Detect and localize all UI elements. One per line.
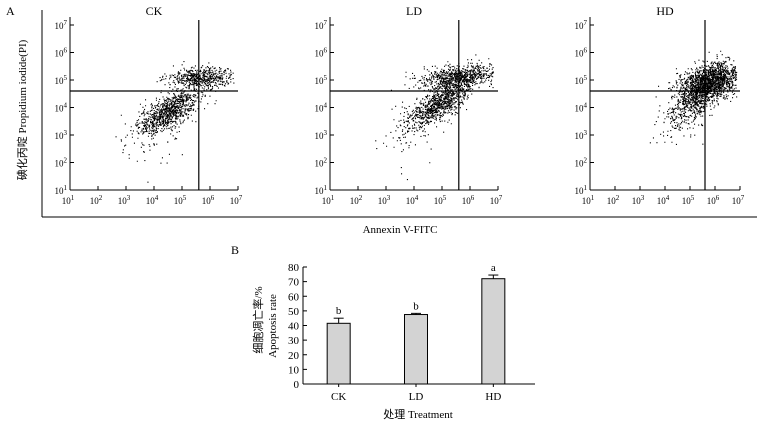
flow-plot-title: CK [146,4,163,18]
panel-a-x-axis-label: Annexin V-FITC [363,224,438,236]
flow-x-tick-label: 105 [174,194,187,206]
bar-category-label: LD [409,391,424,403]
bar-hd [481,278,506,385]
flow-y-tick-label: 106 [315,47,328,59]
panel-a: A 碘化丙啶 Propidium iodide(PI) Annexin V-FI… [6,4,757,236]
flow-y-tick-label: 107 [315,19,328,31]
flow-y-tick-label: 103 [315,129,328,141]
flow-plot-title: HD [656,4,674,18]
flow-x-tick-label: 104 [146,194,159,206]
flow-y-tick-label: 105 [575,74,588,86]
flow-events [649,50,738,146]
flow-x-tick-label: 104 [406,194,419,206]
flow-y-tick-label: 104 [315,102,328,114]
flow-x-tick-label: 107 [732,194,745,206]
panel-a-y-axis-label: 碘化丙啶 Propidium iodide(PI) [15,39,29,180]
bar-y-tick-label: 40 [288,321,300,333]
panel-b-y-label-cn: 细胞凋亡率/% [251,286,265,353]
flow-y-tick-label: 102 [55,157,68,169]
bar-category-label: CK [331,391,346,403]
flow-x-tick-label: 103 [632,194,645,206]
panel-b: B 细胞凋亡率/% Apoptosis rate 处理 Treatment 0 1… [231,243,535,421]
flow-x-tick-label: 103 [118,194,131,206]
flow-event-dots [649,50,738,146]
panel-a-letter: A [6,4,15,18]
flow-x-tick-label: 105 [434,194,447,206]
flow-x-tick-label: 104 [657,194,670,206]
flow-y-tick-label: 104 [575,102,588,114]
bar-y-tick-label: 10 [288,364,300,376]
bar-y-tick-label: 30 [288,335,300,347]
flow-y-tick-label: 101 [575,184,588,196]
flow-y-tick-label: 107 [575,19,588,31]
flow-y-tick-label: 101 [55,184,68,196]
bar-y-tick-label: 20 [288,350,300,362]
flow-y-tick-label: 106 [55,47,68,59]
bar-chart: 0 10 20 30 40 50 60 70 80 b CK b LD a HD [288,262,535,403]
bar-y-tick-label: 0 [294,379,300,391]
flow-y-tick-label: 107 [55,19,68,31]
flow-x-tick-label: 106 [462,194,475,206]
flow-y-tick-label: 106 [575,47,588,59]
flow-y-tick-label: 105 [55,74,68,86]
flow-y-tick-label: 103 [575,129,588,141]
flow-events [115,61,235,183]
bar-y-tick-label: 50 [288,306,300,318]
significance-label: b [336,305,342,317]
flow-x-tick-label: 106 [707,194,720,206]
flow-x-tick-label: 102 [90,194,103,206]
panel-b-letter: B [231,243,239,257]
flow-events [375,54,494,181]
flow-y-tick-label: 103 [55,129,68,141]
flow-event-dots [375,54,494,181]
panel-b-x-axis-label: 处理 Treatment [383,408,453,421]
flow-plot-title: LD [406,4,422,18]
bar-y-tick-label: 60 [288,291,300,303]
flow-y-tick-label: 101 [315,184,328,196]
flow-x-tick-label: 107 [230,194,243,206]
flow-x-tick-label: 107 [490,194,503,206]
significance-label: b [413,300,419,312]
bar-category-label: HD [485,391,501,403]
bar-ck [326,322,351,385]
significance-label: a [491,262,496,274]
flow-x-tick-label: 102 [607,194,620,206]
flow-y-tick-label: 104 [55,102,68,114]
bar-ld [404,314,428,385]
flow-y-tick-label: 102 [315,157,328,169]
flow-x-tick-label: 103 [378,194,391,206]
flow-x-tick-label: 101 [322,194,335,206]
flow-y-tick-label: 105 [315,74,328,86]
bar-y-tick-label: 80 [288,262,300,274]
panel-b-y-label-en: Apoptosis rate [267,294,279,358]
flow-x-tick-label: 101 [62,194,75,206]
flow-x-tick-label: 106 [202,194,215,206]
bar-y-tick-label: 70 [288,277,300,289]
flow-x-tick-label: 102 [350,194,363,206]
flow-y-tick-label: 102 [575,157,588,169]
flow-x-tick-label: 105 [682,194,695,206]
flow-x-tick-label: 101 [582,194,595,206]
flow-event-dots [115,61,235,183]
